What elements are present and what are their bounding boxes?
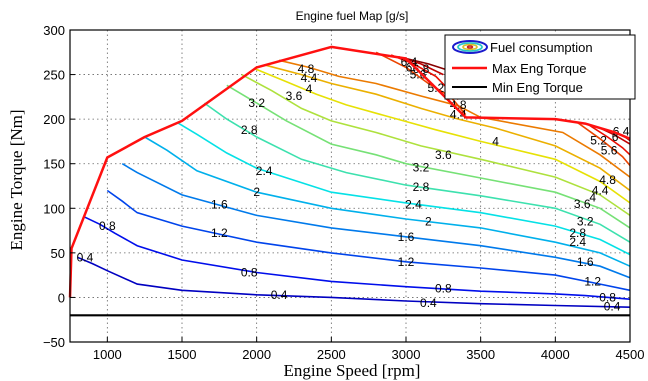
plot-frame <box>69 29 631 343</box>
legend: Fuel consumption Max Eng Torque Min Eng … <box>444 34 636 100</box>
contour-label: 2.4 <box>405 198 422 212</box>
contour-line <box>226 84 631 229</box>
contour-lines <box>77 51 631 308</box>
y-tick-label: 150 <box>43 157 65 172</box>
x-tick-label: 3000 <box>392 347 421 362</box>
legend-min-torque-label: Min Eng Torque <box>492 80 583 95</box>
contour-label: 2 <box>253 185 260 199</box>
x-tick-label: 2500 <box>317 347 346 362</box>
contour-label: 4.8 <box>450 98 467 112</box>
legend-item-min-torque: Min Eng Torque <box>452 80 583 95</box>
contour-line <box>375 51 467 116</box>
contour-label: 0.4 <box>271 288 288 302</box>
y-tick-label: 200 <box>43 112 65 127</box>
contour-label: 4.8 <box>599 173 616 187</box>
x-tick-label: 4000 <box>541 347 570 362</box>
contour-label: 0.4 <box>420 296 437 310</box>
contour-label: 0.4 <box>604 299 621 313</box>
contour-label: 5.6 <box>410 68 427 82</box>
x-tick-label: 4500 <box>616 347 645 362</box>
max-torque-line <box>68 45 631 298</box>
contour-line <box>77 256 631 308</box>
y-tick-label: 0 <box>58 290 65 305</box>
contour-label: 3.2 <box>577 215 594 229</box>
contour-label: 4.4 <box>592 183 609 197</box>
x-axis-ticks: 1000 1500 2000 2500 3000 3500 4000 4500 <box>93 337 645 362</box>
contour-label: 6 <box>406 60 413 74</box>
contour-line <box>121 163 631 279</box>
contour-label: 3.6 <box>435 148 452 162</box>
contour-label: 2.8 <box>413 180 430 194</box>
contour-line <box>144 136 631 267</box>
contour-label: 4.4 <box>450 108 467 122</box>
contour-label: 6.8 <box>413 62 430 76</box>
contour-line <box>203 102 631 243</box>
y-tick-label: 250 <box>43 68 65 83</box>
contour-label: 3.2 <box>248 96 265 110</box>
x-axis-label: Engine Speed [rpm] <box>284 361 421 380</box>
legend-fuel-icon-inner1 <box>457 42 483 52</box>
contour-label: 4 <box>492 134 499 148</box>
contour-label: 2.8 <box>569 226 586 240</box>
legend-item-fuel: Fuel consumption <box>452 40 593 55</box>
legend-fuel-icon-inner2 <box>462 43 478 51</box>
contour-line <box>241 73 631 217</box>
legend-fuel-icon-inner3 <box>466 45 474 49</box>
contour-label: 4 <box>589 191 596 205</box>
contour-label: 3.6 <box>574 197 591 211</box>
contour-label: 4.4 <box>301 71 318 85</box>
y-tick-label: 100 <box>43 201 65 216</box>
contour-label: 5.6 <box>601 143 618 157</box>
contour-label: 1.6 <box>398 230 415 244</box>
y-axis-ticks: −50 0 50 100 150 200 250 300 <box>43 23 75 350</box>
chart-title: Engine fuel Map [g/s] <box>296 9 409 23</box>
x-tick-label: 1000 <box>93 347 122 362</box>
contour-label: 6 <box>612 130 619 144</box>
legend-max-torque-label: Max Eng Torque <box>492 61 586 76</box>
contour-label: 6.4 <box>613 125 630 139</box>
contour-labels: 0.40.4 0.40.40.80.80.80.81.21.21.21.61.61… <box>77 55 630 313</box>
contour-label: 4 <box>306 82 313 96</box>
contour-line <box>84 216 631 300</box>
x-tick-label: 2000 <box>242 347 271 362</box>
contour-label: 2 <box>425 215 432 229</box>
contour-label: 5.2 <box>590 134 607 148</box>
contour-line <box>577 122 631 167</box>
contour-line <box>106 189 631 292</box>
contour-label: 4.8 <box>298 62 315 76</box>
contour-label: 1.2 <box>211 226 228 240</box>
contour-label: 1.2 <box>398 255 415 269</box>
contour-label: 2.4 <box>256 164 273 178</box>
contour-label: 0.8 <box>241 265 258 279</box>
contour-line <box>253 67 631 204</box>
y-axis-label: Engine Torque [Nm] <box>7 109 26 250</box>
contour-label: 2.4 <box>569 235 586 249</box>
contour-line <box>587 123 631 156</box>
y-tick-label: 300 <box>43 23 65 38</box>
contour-label: 0.4 <box>77 250 94 264</box>
contour-label: 0.8 <box>435 282 452 296</box>
contour-line <box>177 122 631 256</box>
contour-label: 1.6 <box>577 255 594 269</box>
contour-label: 1.6 <box>211 198 228 212</box>
y-tick-label: 50 <box>51 246 65 261</box>
legend-item-max-torque: Max Eng Torque <box>452 61 586 76</box>
x-tick-label: 3500 <box>466 347 495 362</box>
contour-label: 1.2 <box>584 274 601 288</box>
legend-fuel-label: Fuel consumption <box>490 40 593 55</box>
contour-label: 3.6 <box>286 89 303 103</box>
contour-label: 3.2 <box>413 160 430 174</box>
contour-label: 2.8 <box>241 123 258 137</box>
contour-label: 0.8 <box>99 219 116 233</box>
y-tick-label: −50 <box>43 335 65 350</box>
legend-fuel-icon <box>452 40 488 54</box>
contour-label: 0.8 <box>599 290 616 304</box>
contour-line <box>278 59 631 178</box>
contour-line <box>405 57 449 71</box>
contour-line <box>263 64 631 192</box>
x-tick-label: 1500 <box>168 347 197 362</box>
